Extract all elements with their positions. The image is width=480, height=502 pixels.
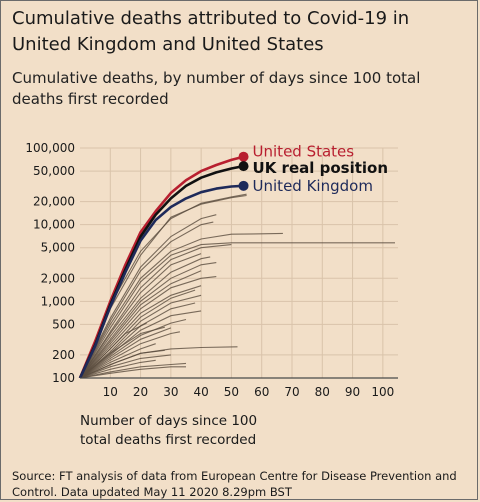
country-line	[79, 322, 147, 379]
x-tick-label: 80	[315, 385, 330, 399]
x-tick-label: 20	[133, 385, 148, 399]
y-tick-label: 100	[52, 371, 75, 385]
country-line	[79, 244, 232, 379]
country-line	[79, 262, 217, 379]
country-line	[79, 285, 202, 379]
country-line	[79, 349, 165, 379]
y-tick-label: 200	[52, 348, 75, 362]
country-line	[79, 276, 217, 379]
country-line	[79, 221, 214, 379]
series-line	[78, 184, 244, 379]
country-line	[79, 359, 156, 379]
country-line	[79, 331, 181, 379]
country-line	[79, 362, 187, 379]
country-line	[79, 366, 186, 379]
y-tick-label: 5,000	[41, 241, 75, 255]
uk-real-label: UK real position	[253, 159, 388, 177]
country-line	[79, 354, 171, 379]
uk-real-end-dot	[238, 161, 249, 172]
country-line	[79, 343, 156, 379]
x-tick-label: 100	[371, 385, 394, 399]
x-tick-label: 60	[254, 385, 269, 399]
y-tick-label: 10,000	[33, 218, 75, 232]
country-line	[79, 310, 202, 379]
y-tick-label: 50,000	[33, 164, 75, 178]
country-line	[79, 327, 172, 379]
x-tick-label: 90	[345, 385, 360, 399]
source-note: Source: FT analysis of data from Europea…	[12, 469, 457, 499]
y-tick-label: 20,000	[33, 195, 75, 209]
country-line	[79, 270, 202, 379]
country-line	[79, 326, 165, 379]
x-tick-label: 30	[163, 385, 178, 399]
country-line	[79, 294, 202, 379]
other-countries-lines	[79, 193, 395, 379]
uk-end-dot	[238, 180, 249, 191]
y-tick-label: 100,000	[25, 141, 75, 155]
highlighted-lines	[78, 151, 249, 379]
uk-label: United Kingdom	[253, 177, 373, 195]
country-line	[79, 242, 395, 379]
chart-area: 100 200 500 1,000 2,000 5,000 10,000 20,000 50,0…	[25, 141, 398, 448]
y-tick-label: 2,000	[41, 271, 75, 285]
country-line	[79, 214, 217, 379]
country-line	[79, 256, 211, 379]
us-label: United States	[253, 143, 355, 161]
x-axis-label-line1: Number of days since 100	[80, 413, 257, 429]
chart-title: Cumulative deaths attributed to Covid-19…	[12, 8, 410, 55]
x-tick-label: 40	[194, 385, 209, 399]
us-end-dot	[238, 151, 249, 162]
x-axis-label-line2: total deaths first recorded	[80, 432, 256, 448]
axes: 100 200 500 1,000 2,000 5,000 10,000 20,000 50,0…	[25, 141, 398, 399]
x-tick-label: 50	[224, 385, 239, 399]
chart-subtitle: Cumulative deaths, by number of days sin…	[12, 69, 421, 108]
country-line	[79, 232, 283, 379]
country-line	[79, 253, 202, 379]
x-tick-label: 70	[284, 385, 299, 399]
y-tick-label: 500	[52, 317, 75, 331]
x-tick-label: 10	[103, 385, 118, 399]
country-line	[79, 318, 187, 379]
y-tick-label: 1,000	[41, 294, 75, 308]
